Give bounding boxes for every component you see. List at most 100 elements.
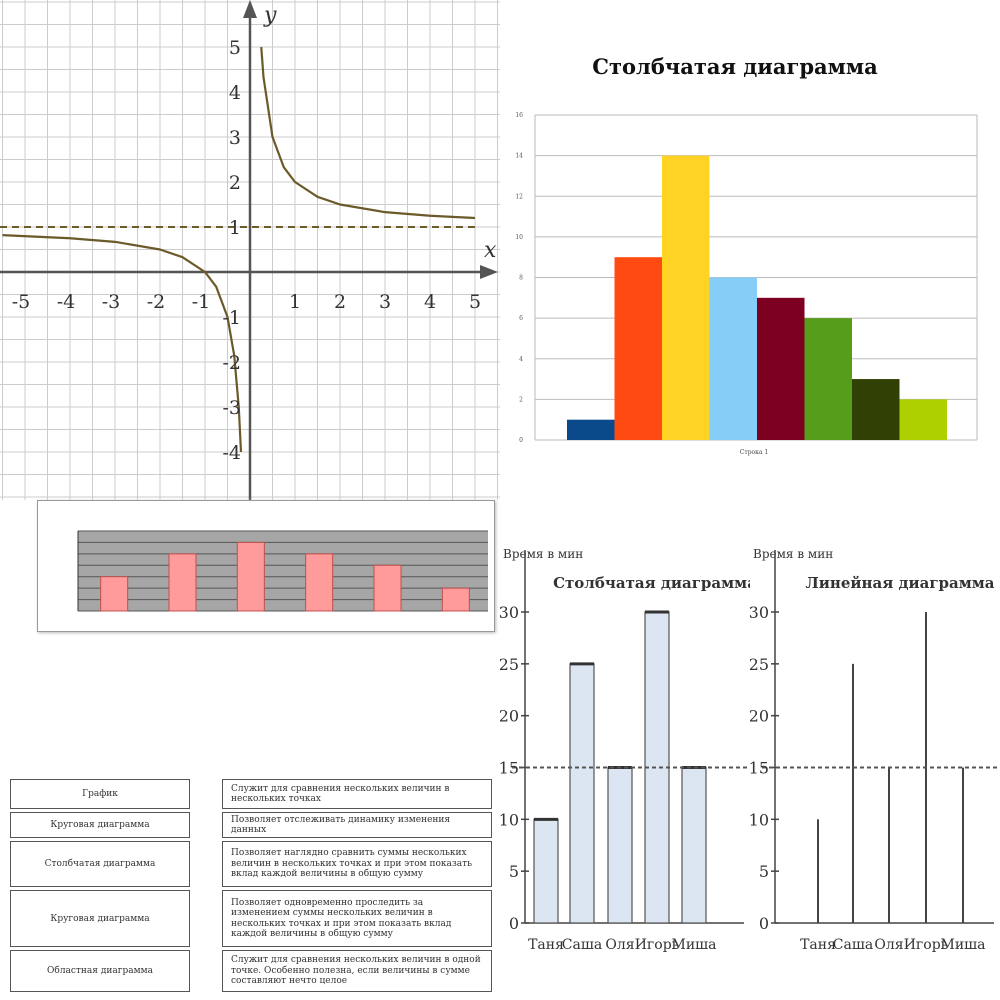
y-tick-label: 1 xyxy=(229,217,241,239)
y-tick-label: -1 xyxy=(222,307,241,329)
colored-bar-chart-title: Столбчатая диаграмма xyxy=(592,54,878,79)
time-bar-chart-axes xyxy=(521,550,744,924)
pink-bar-chart-plot xyxy=(77,530,488,612)
table-left-cell-3: Столбчатая диаграмма xyxy=(10,841,190,887)
table-left-text: Столбчатая диаграмма xyxy=(44,859,156,869)
bar xyxy=(681,766,707,924)
y-tick-label: 14 xyxy=(515,153,523,160)
y-tick-label: 30 xyxy=(500,603,519,622)
hyperbola-axes xyxy=(0,0,498,500)
time-bar-chart-bars xyxy=(512,610,748,924)
y-tick-label: 25 xyxy=(500,655,519,674)
y-tick-label: 10 xyxy=(750,810,769,829)
y-tick-label: 20 xyxy=(500,707,519,726)
bar xyxy=(899,399,947,440)
y-tick-label: -4 xyxy=(222,442,241,464)
colored-bar-chart: Столбчатая диаграмма 0 2 4 6 8 10 12 14 16 Строк… xyxy=(505,40,995,470)
x-tick-label: Таня xyxy=(528,937,564,953)
bar xyxy=(662,155,710,440)
table-right-cell-3: Позволяет наглядно сравнить суммы нескол… xyxy=(222,841,492,887)
x-tick-label: Миша xyxy=(671,937,716,953)
y-tick-label: 3 xyxy=(229,127,241,149)
table-right-text: Позволяет отслеживать динамику изменения… xyxy=(231,814,451,835)
time-line-chart-ylabel: Время в мин xyxy=(753,547,833,561)
bar xyxy=(441,587,470,612)
x-tick-label: Таня xyxy=(800,937,836,953)
x-axis-arrow-icon xyxy=(480,265,498,279)
time-bar-chart: Столбчатая диаграмма Время в мин 30 25 20 1… xyxy=(499,530,758,970)
colored-bar-chart-xlabel: Строка 1 xyxy=(740,449,768,456)
table-right-text: Служит для сравнения нескольких величин … xyxy=(231,955,481,987)
table-left-text: Круговая диаграмма xyxy=(50,913,150,924)
table-left-cell-2: Круговая диаграмма xyxy=(10,812,190,838)
x-tick-label: Саша xyxy=(833,937,873,953)
table-left-cell-4: Круговая диаграмма xyxy=(10,890,190,947)
x-tick-label: 5 xyxy=(469,291,481,313)
bar xyxy=(709,277,757,440)
x-tick-label: 3 xyxy=(379,291,391,313)
y-tick-label: 12 xyxy=(515,193,523,200)
y-tick-label: 0 xyxy=(759,914,769,933)
hyperbola-xlabel: x xyxy=(484,238,497,263)
bar xyxy=(236,541,265,612)
y-tick-label: 15 xyxy=(750,759,769,778)
y-tick-label: -3 xyxy=(222,397,241,419)
table-right-cell-5: Служит для сравнения нескольких величин … xyxy=(222,950,492,992)
y-tick-label: 5 xyxy=(759,862,769,881)
y-tick-label: 20 xyxy=(750,707,769,726)
table-left-text: График xyxy=(82,789,118,799)
diagram-types-table: График Круговая диаграмма Столбчатая диа… xyxy=(0,770,500,1000)
x-tick-label: 4 xyxy=(424,291,436,313)
pink-bar-chart-frame xyxy=(37,500,495,632)
y-tick-label: 0 xyxy=(519,437,523,444)
table-right-cell-1: Служит для сравнения нескольких величин … xyxy=(222,779,492,809)
y-tick-label: -2 xyxy=(222,352,241,374)
y-tick-label: 5 xyxy=(509,862,519,881)
bar xyxy=(852,379,900,440)
bar xyxy=(569,663,595,924)
x-tick-label: Миша xyxy=(940,937,985,953)
x-tick-label: 1 xyxy=(289,291,301,313)
hyperbola-chart-svg: -5 -4 -3 -2 -1 1 2 3 4 5 5 4 3 2 1 -1 -2 -3 -4 x y xyxy=(0,0,500,500)
y-tick-label: 6 xyxy=(519,315,523,322)
x-tick-label: -1 xyxy=(192,291,211,313)
time-line-chart-title: Линейная диаграмма xyxy=(805,574,994,592)
hyperbola-branch-1 xyxy=(2,234,243,453)
time-line-chart-lines xyxy=(762,612,998,923)
y-tick-label: 5 xyxy=(229,37,241,59)
y-tick-label: 10 xyxy=(500,810,519,829)
colored-bar-chart-bars xyxy=(567,155,947,440)
colored-bar-chart-ticks: 0 2 4 6 8 10 12 14 16 xyxy=(515,112,523,444)
hyperbola-marks xyxy=(0,46,476,453)
time-bar-chart-svg: Столбчатая диаграмма Время в мин 30 25 20 1… xyxy=(499,547,758,953)
hyperbola-branch-2 xyxy=(260,46,476,220)
x-tick-label: Оля xyxy=(874,937,903,953)
bar xyxy=(607,766,633,924)
bar xyxy=(305,553,334,612)
table-left-text: Областная диаграмма xyxy=(47,966,153,976)
bar xyxy=(373,564,402,612)
x-tick-label: Оля xyxy=(605,937,634,953)
table-right-text: Служит для сравнения нескольких величин … xyxy=(231,783,450,804)
bar xyxy=(757,297,805,440)
time-bar-chart-ylabel: Время в мин xyxy=(503,547,583,561)
x-tick-label: -2 xyxy=(147,291,166,313)
time-line-chart-svg: Линейная диаграмма Время в мин 30 25 20 15 1… xyxy=(749,547,998,953)
y-tick-label: 2 xyxy=(519,396,523,403)
time-line-chart-axes xyxy=(771,550,994,924)
y-tick-label: 25 xyxy=(750,655,769,674)
colored-bar-chart-svg: Столбчатая диаграмма 0 2 4 6 8 10 12 14 16 Строк… xyxy=(515,54,978,456)
bar xyxy=(100,576,129,612)
hyperbola-ylabel: y xyxy=(263,3,277,28)
table-right-text: Позволяет одновременно проследить за изм… xyxy=(231,897,452,939)
x-tick-label: Игорь xyxy=(904,937,949,953)
table-left-text: Круговая диаграмма xyxy=(50,820,150,830)
y-tick-label: 16 xyxy=(515,112,523,119)
pink-bar-chart-bars xyxy=(100,541,470,612)
x-tick-label: Саша xyxy=(562,937,602,953)
y-tick-label: 30 xyxy=(750,603,769,622)
x-tick-label: -4 xyxy=(57,291,76,313)
table-left-cell-5: Областная диаграмма xyxy=(10,950,190,992)
